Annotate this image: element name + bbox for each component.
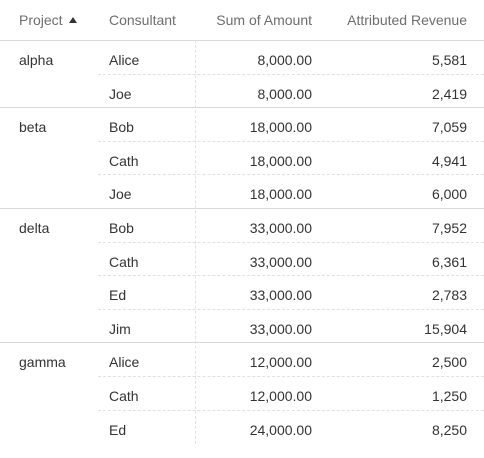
sort-ascending-icon[interactable]	[68, 17, 77, 23]
column-header-label: Project	[19, 12, 63, 28]
table-row[interactable]: alpha Alice 8,000.00 5,581	[0, 41, 484, 75]
amount-cell: 33,000.00	[249, 320, 312, 337]
table-row[interactable]: Jim 33,000.00 15,904	[0, 310, 484, 344]
consultant-cell: Joe	[109, 85, 132, 102]
column-divider	[195, 40, 196, 445]
revenue-cell: 7,059	[431, 119, 467, 136]
column-header-consultant[interactable]: Consultant	[109, 12, 176, 28]
consultant-cell: Joe	[109, 186, 132, 203]
amount-cell: 8,000.00	[257, 52, 313, 68]
amount-cell: 18,000.00	[249, 152, 312, 169]
table-row[interactable]: delta Bob 33,000.00 7,952	[0, 209, 484, 243]
amount-cell: 33,000.00	[249, 219, 312, 236]
revenue-cell: 4,941	[431, 152, 467, 169]
consultant-cell: Bob	[109, 119, 134, 136]
project-cell: gamma	[19, 354, 66, 371]
consultant-cell: Ed	[109, 421, 127, 438]
amount-cell: 18,000.00	[249, 119, 312, 136]
consultant-cell: Jim	[109, 320, 131, 337]
revenue-cell: 1,250	[431, 387, 467, 404]
column-header-label: Sum of Amount	[216, 12, 312, 28]
revenue-cell: 6,000	[431, 186, 467, 203]
revenue-cell: 6,361	[431, 253, 467, 270]
table-row[interactable]: Ed 33,000.00 2,783	[0, 276, 484, 310]
project-cell: alpha	[19, 52, 54, 68]
project-cell: beta	[19, 119, 47, 136]
revenue-cell: 2,500	[431, 354, 467, 371]
table-body: alpha Alice 8,000.00 5,581 Joe 8,000.00 …	[0, 41, 484, 444]
column-header-amount[interactable]: Sum of Amount	[216, 12, 312, 28]
consultant-cell: Bob	[109, 219, 134, 236]
table-row[interactable]: Joe 8,000.00 2,419	[0, 75, 484, 109]
project-cell: delta	[19, 219, 50, 236]
column-header-project[interactable]: Project	[19, 12, 77, 28]
table-header: Project Consultant Sum of Amount Attribu…	[0, 0, 484, 41]
consultant-cell: Cath	[109, 152, 139, 169]
revenue-cell: 8,250	[431, 421, 467, 438]
consultant-cell: Alice	[109, 354, 140, 371]
column-header-label: Attributed Revenue	[347, 12, 467, 28]
amount-cell: 12,000.00	[249, 354, 312, 371]
table-row[interactable]: Cath 18,000.00 4,941	[0, 142, 484, 176]
consultant-cell: Cath	[109, 387, 139, 404]
amount-cell: 12,000.00	[249, 387, 312, 404]
pivot-table: Project Consultant Sum of Amount Attribu…	[0, 0, 484, 445]
table-row[interactable]: Ed 24,000.00 8,250	[0, 411, 484, 445]
consultant-cell: Cath	[109, 253, 139, 270]
table-row[interactable]: Joe 18,000.00 6,000	[0, 175, 484, 209]
table-row[interactable]: Cath 33,000.00 6,361	[0, 243, 484, 277]
table-row[interactable]: beta Bob 18,000.00 7,059	[0, 108, 484, 142]
column-header-label: Consultant	[109, 12, 176, 28]
consultant-cell: Alice	[109, 52, 140, 68]
revenue-cell: 5,581	[431, 52, 467, 68]
amount-cell: 18,000.00	[249, 186, 312, 203]
table-row[interactable]: Cath 12,000.00 1,250	[0, 377, 484, 411]
revenue-cell: 7,952	[431, 219, 467, 236]
revenue-cell: 2,783	[431, 287, 467, 304]
amount-cell: 8,000.00	[257, 85, 313, 102]
revenue-cell: 15,904	[424, 320, 467, 337]
amount-cell: 24,000.00	[249, 421, 312, 438]
amount-cell: 33,000.00	[249, 287, 312, 304]
revenue-cell: 2,419	[431, 85, 467, 102]
column-header-revenue[interactable]: Attributed Revenue	[347, 12, 467, 28]
table-row[interactable]: gamma Alice 12,000.00 2,500	[0, 343, 484, 377]
amount-cell: 33,000.00	[249, 253, 312, 270]
consultant-cell: Ed	[109, 287, 127, 304]
